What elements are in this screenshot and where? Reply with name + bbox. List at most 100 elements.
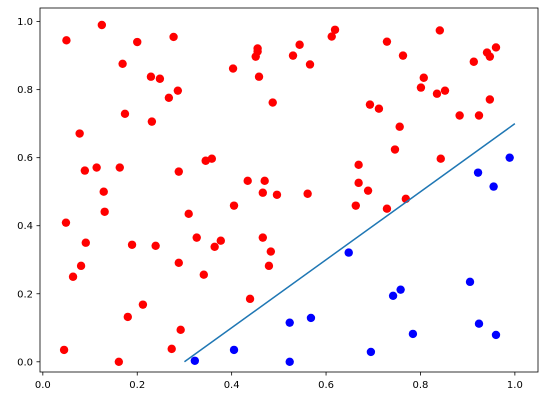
scatter-point (491, 43, 501, 52)
scatter-point (505, 153, 514, 162)
scatter-point (285, 318, 294, 327)
scatter-point (266, 247, 276, 256)
scatter-point (268, 98, 277, 107)
scatter-point (192, 233, 201, 242)
scatter-point (272, 190, 282, 199)
scatter-point (243, 176, 252, 186)
scatter-point (264, 261, 274, 271)
scatter-point (199, 270, 208, 279)
scatter-point (485, 95, 495, 104)
scatter-point (127, 240, 137, 249)
scatter-point (100, 207, 109, 216)
scatter-point (62, 36, 71, 45)
scatter-point (133, 37, 142, 47)
scatter-point (330, 25, 340, 34)
scatter-point (474, 319, 484, 328)
scatter-point (138, 300, 148, 309)
scatter-point (435, 26, 445, 35)
scatter-point (485, 52, 495, 61)
scatter-point (61, 218, 71, 227)
scatter-point (419, 73, 428, 82)
scatter-point (123, 312, 132, 322)
scatter-point (81, 238, 90, 247)
scatter-point (59, 345, 69, 355)
scatter-point (167, 344, 176, 354)
scatter-point (229, 201, 239, 210)
scatter-point (474, 111, 484, 120)
scatter-point (344, 248, 353, 257)
y-tick-label: 0.0 (17, 357, 33, 368)
scatter-point (254, 72, 264, 81)
scatter-point (92, 163, 101, 172)
scatter-point (99, 187, 108, 196)
scatter-point (396, 285, 405, 294)
scatter-point (306, 313, 316, 323)
scatter-point (473, 168, 483, 177)
scatter-point (118, 59, 127, 68)
scatter-point (365, 100, 375, 109)
scatter-point (253, 47, 262, 56)
scatter-point (469, 57, 479, 66)
scatter-point (164, 93, 174, 103)
y-tick-label: 0.8 (17, 85, 33, 96)
scatter-point (120, 109, 130, 118)
scatter-point (390, 145, 400, 154)
scatter-point (76, 261, 86, 271)
scatter-point (395, 122, 404, 131)
scatter-point (351, 201, 360, 210)
y-tick-label: 0.4 (17, 221, 33, 232)
x-tick-label: 0.4 (224, 380, 240, 391)
scatter-point (432, 89, 442, 98)
x-tick-label: 1.0 (507, 380, 523, 391)
x-tick-label: 0.2 (129, 380, 145, 391)
scatter-point (363, 186, 373, 195)
scatter-point (229, 345, 239, 355)
scatter-point (489, 182, 498, 191)
scatter-point (382, 37, 392, 46)
scatter-point (114, 357, 124, 366)
scatter-point (408, 329, 418, 339)
scatter-point (491, 330, 501, 340)
scatter-point (75, 129, 84, 138)
scatter-point (258, 233, 268, 242)
scatter-point (258, 188, 268, 197)
scatter-point (366, 347, 376, 357)
scatter-point (245, 294, 255, 304)
scatter-point (285, 357, 294, 366)
scatter-point (190, 356, 200, 365)
scatter-point (155, 74, 165, 83)
scatter-point (455, 111, 464, 120)
scatter-point (146, 72, 156, 81)
scatter-point (80, 166, 90, 175)
scatter-point (416, 83, 426, 92)
y-tick-label: 0.2 (17, 289, 33, 300)
scatter-point (115, 163, 124, 172)
scatter-point (97, 20, 107, 30)
x-tick-label: 0.0 (35, 380, 51, 391)
scatter-point (436, 154, 445, 163)
scatter-point (169, 32, 178, 42)
scatter-point (260, 176, 269, 186)
scatter-point (288, 51, 298, 60)
scatter-point (440, 86, 450, 95)
y-tick-label: 1.0 (17, 17, 33, 28)
scatter-point (303, 189, 312, 198)
y-tick-label: 0.6 (17, 153, 33, 164)
scatter-point (68, 272, 78, 281)
x-tick-label: 0.6 (318, 380, 334, 391)
scatter-point (173, 86, 183, 95)
scatter-point (374, 104, 384, 113)
scatter-point (184, 209, 193, 219)
scatter-point (465, 277, 475, 287)
scatter-point (382, 204, 392, 213)
scatter-point (207, 154, 217, 163)
scatter-point (398, 51, 408, 60)
scatter-point (327, 32, 336, 41)
scatter-point (174, 258, 183, 267)
scatter-point (151, 241, 160, 250)
scatter-point (210, 242, 219, 252)
scatter-point (147, 117, 157, 126)
plot-frame (39, 7, 539, 373)
x-tick-label: 0.8 (413, 380, 429, 391)
